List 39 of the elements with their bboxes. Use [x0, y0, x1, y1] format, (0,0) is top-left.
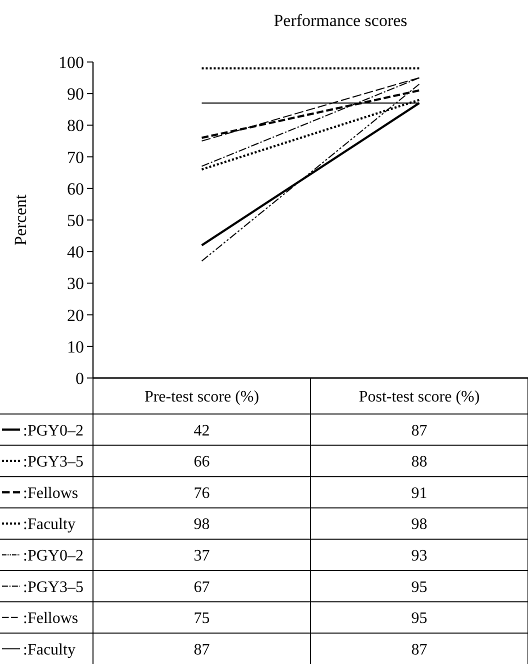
- data-label: 95: [411, 610, 428, 628]
- legend-label: :Faculty: [23, 516, 76, 534]
- y-tick-label: 70: [67, 148, 84, 167]
- x-tick-label: Post-test score (%): [358, 388, 480, 406]
- y-tick-label: 30: [67, 274, 84, 294]
- y-tick-label: 80: [67, 116, 84, 136]
- data-label: 87: [194, 641, 210, 658]
- legend-label: :PGY3–5: [23, 578, 84, 596]
- y-tick-label: 100: [58, 52, 84, 72]
- y-tick-label: 90: [67, 84, 84, 104]
- legend-label: :PGY3–5: [23, 454, 84, 471]
- y-axis-title: Percent: [11, 194, 30, 246]
- legend-label: :Fellows: [23, 610, 78, 628]
- data-label: 37: [194, 547, 210, 564]
- legend-label: :PGY0–2: [23, 422, 84, 440]
- data-label: 67: [194, 578, 210, 596]
- data-label: 98: [411, 516, 428, 534]
- y-tick-label: 0: [76, 368, 84, 388]
- y-tick-label: 50: [67, 210, 84, 230]
- x-tick-label: Pre-test score (%): [144, 388, 260, 406]
- y-tick-label: 20: [67, 306, 84, 325]
- y-tick-label: 60: [67, 179, 84, 198]
- y-tick-label: 40: [67, 242, 84, 262]
- data-label: 66: [194, 454, 210, 471]
- data-label: 76: [194, 484, 210, 502]
- legend-label: :Fellows: [23, 484, 78, 502]
- legend-label: :PGY0–2: [23, 547, 84, 564]
- data-label: 91: [411, 484, 428, 502]
- data-label: 75: [194, 610, 210, 628]
- data-label: 87: [411, 422, 428, 440]
- data-label: 42: [194, 422, 210, 440]
- data-label: 87: [411, 641, 428, 658]
- data-label: 88: [411, 454, 428, 471]
- y-tick-label: 10: [67, 337, 84, 356]
- data-label: 98: [194, 516, 210, 534]
- data-label: 95: [411, 578, 428, 596]
- legend-label: :Faculty: [23, 641, 76, 658]
- chart-title: Performance scores: [274, 11, 408, 30]
- data-label: 93: [411, 547, 428, 564]
